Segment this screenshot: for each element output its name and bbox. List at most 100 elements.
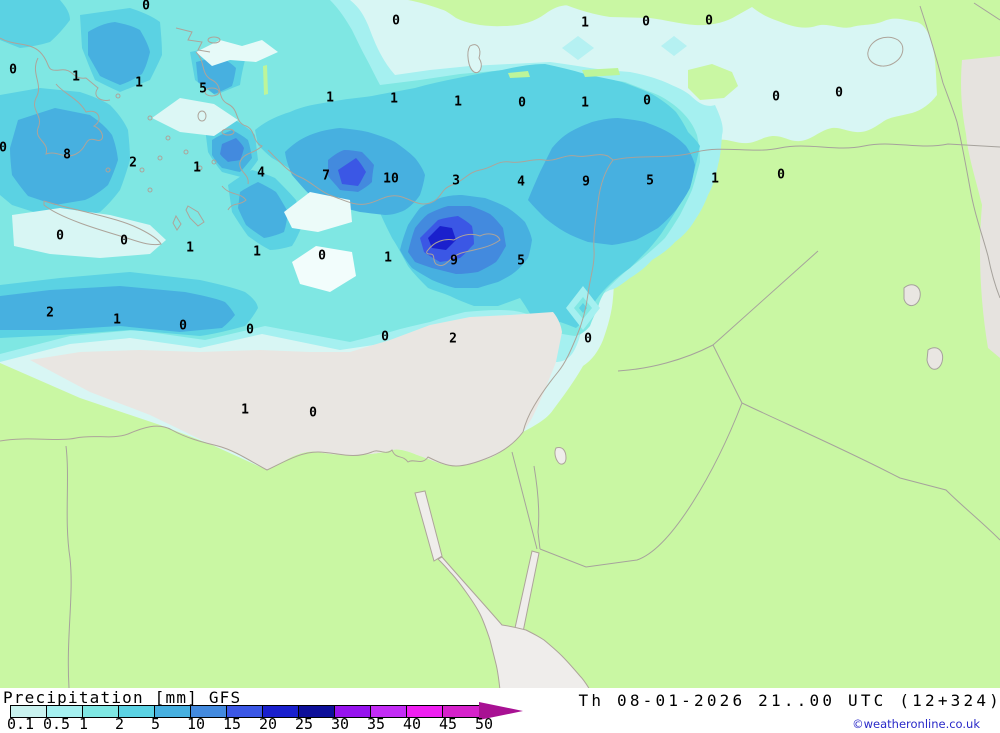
- patch-white-secrete1: [284, 192, 352, 232]
- coast-greece-north: [0, 37, 111, 101]
- patch-pale-crete: [12, 208, 166, 258]
- colorbar-tick-label: 5: [151, 715, 161, 733]
- map-value-label: 7: [322, 168, 330, 184]
- border-libya-egypt: [65, 445, 72, 688]
- map-value-label: 0: [246, 322, 254, 338]
- island-samos: [221, 128, 235, 136]
- coast-karpathos: [172, 214, 182, 231]
- colorbar-tick-label: 2: [115, 715, 125, 733]
- coastlines: [0, 27, 614, 471]
- colorbar-segment: [47, 706, 83, 717]
- island-marmara-lake: [207, 36, 221, 44]
- island-lesbos: [204, 87, 220, 97]
- colorbar-segment: [119, 706, 155, 717]
- colorbar-tick-label: 20: [259, 715, 278, 733]
- green-sliver-2: [582, 68, 620, 77]
- colorbar-tick-label: 15: [223, 715, 242, 733]
- contour-level-5-nw1: [88, 22, 150, 85]
- legend-bar: Precipitation [mm] GFS 0.1 0.5 1 2 5 10 15 20 25…: [0, 688, 1000, 733]
- map-value-label: 8: [63, 147, 71, 163]
- map-value-label: 1: [326, 90, 334, 106]
- colorbar-segment: [443, 706, 479, 717]
- map-value-label: 0: [120, 233, 128, 249]
- gray-sea-region: [30, 312, 562, 470]
- colorbar-segment: [83, 706, 119, 717]
- coast-cyprus: [426, 233, 501, 267]
- coast-sw-turkey: [221, 185, 247, 211]
- map-value-label: 5: [517, 253, 525, 269]
- map-value-label: 1: [454, 94, 462, 110]
- map-value-label: 1: [193, 160, 201, 176]
- map-value-label: 10: [383, 171, 399, 187]
- coast-greece-west: [34, 57, 103, 157]
- map-value-label: 9: [450, 253, 458, 269]
- red-sea: [437, 556, 590, 688]
- colorbar-tick-label: 40: [403, 715, 422, 733]
- colorbar-segment: [11, 706, 47, 717]
- map-value-label: 0: [643, 93, 651, 109]
- map-value-label: 1: [711, 171, 719, 187]
- copyright-credit: ©weatheronline.co.uk: [852, 717, 980, 731]
- map-value-label: 0: [9, 62, 17, 78]
- border-israel-jordan: [533, 465, 541, 550]
- map-value-label: 0: [142, 0, 150, 14]
- border-syria-jordan: [617, 344, 714, 372]
- map-value-label: 0: [0, 140, 7, 156]
- map-value-label: 0: [392, 13, 400, 29]
- patch-white-secrete2: [292, 246, 356, 292]
- contour-level-5-n5: [196, 56, 236, 94]
- island-chios: [197, 110, 207, 122]
- gulf-of-suez: [414, 490, 443, 562]
- coast-west-turkey: [195, 51, 263, 185]
- map-value-label: 4: [257, 165, 265, 181]
- colorbar-segment: [227, 706, 263, 717]
- map-value-label: 5: [199, 81, 207, 97]
- country-borders: [65, 2, 1000, 688]
- map-value-label: 1: [72, 69, 80, 85]
- green-sliver-3: [508, 71, 530, 78]
- border-iraq-saudi: [741, 402, 1000, 541]
- colorbar-tick-label: 35: [367, 715, 386, 733]
- colorbar-segment: [155, 706, 191, 717]
- colorbar-tick-label: 25: [295, 715, 314, 733]
- border-ne-corner: [973, 2, 1000, 21]
- contour-level-10-bodrum: [220, 138, 244, 162]
- map-value-label: 9: [582, 174, 590, 190]
- map-value-label: 0: [56, 228, 64, 244]
- map-value-label: 2: [129, 155, 137, 171]
- coast-levant: [522, 159, 614, 433]
- map-value-label: 0: [705, 13, 713, 29]
- map-value-label: 0: [835, 85, 843, 101]
- map-value-label: 0: [772, 89, 780, 105]
- colorbar-segment: [335, 706, 371, 717]
- border-turkey-syria: [612, 143, 1000, 161]
- contour-level-5-east: [528, 118, 695, 245]
- map-value-label: 0: [642, 14, 650, 30]
- contour-level-5-sw: [238, 182, 288, 238]
- map-value-label: 1: [241, 402, 249, 418]
- coast-turkey-south: [267, 149, 614, 205]
- colorbar-tick-label: 10: [187, 715, 206, 733]
- map-value-label: 0: [777, 167, 785, 183]
- map-value-labels: 0 0 1 0 0 0 1 1 5 1 1 1 0 1 0 0 0 0 8 2 1 4 7 10 3 4 9 5 1 0 0 0 1 1 0 1 9 5 2…: [0, 0, 843, 420]
- map-value-label: 1: [113, 312, 121, 328]
- map-value-label: 1: [581, 15, 589, 31]
- contour-level-2-nw1: [0, 0, 70, 48]
- colorbar-segment: [263, 706, 299, 717]
- green-top-band: [408, 0, 748, 26]
- map-value-label: 4: [517, 174, 525, 190]
- colorbar-segment: [191, 706, 227, 717]
- green-island-anatolia: [688, 64, 738, 100]
- map-value-label: 0: [518, 95, 526, 111]
- dead-sea: [554, 447, 567, 465]
- contour-level-5-leftband: [0, 286, 235, 332]
- colorbar-tick-label: 50: [475, 715, 494, 733]
- colorbar-segment: [299, 706, 335, 717]
- colorbar-ticks: 0.1 0.5 1 2 5 10 15 20 25 30 35 40 45 50: [0, 717, 540, 733]
- map-value-label: 1: [253, 244, 261, 260]
- colorbar: [10, 705, 480, 718]
- border-egypt-israel: [511, 451, 538, 550]
- map-value-label: 3: [452, 173, 460, 189]
- colorbar-tick-label: 45: [439, 715, 458, 733]
